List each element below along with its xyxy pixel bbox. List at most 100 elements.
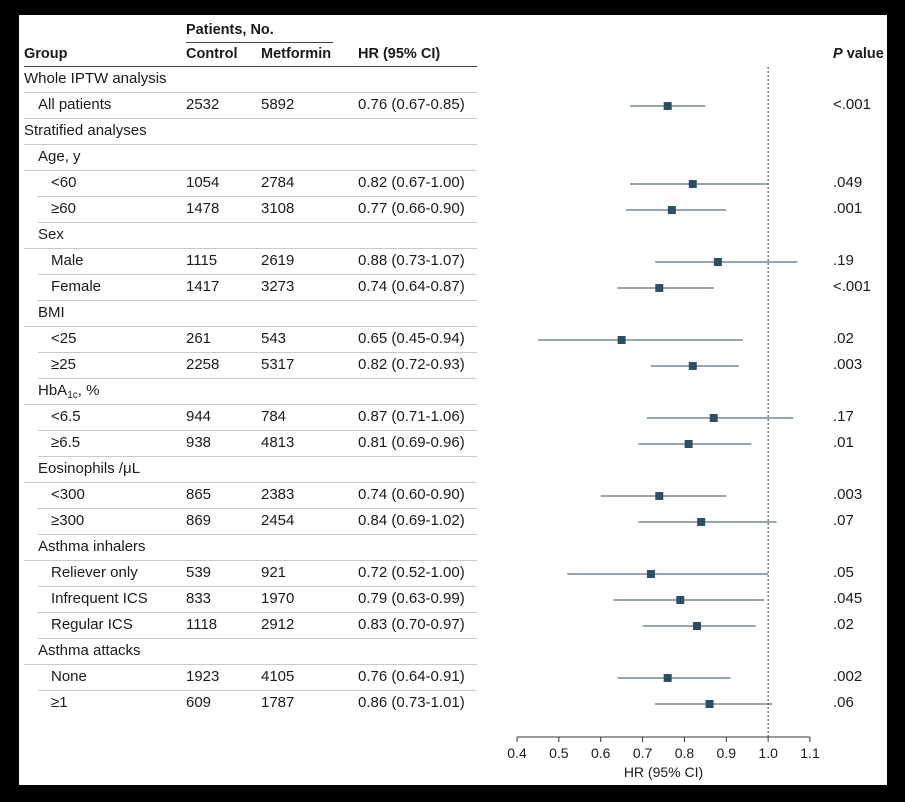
- row-divider: [24, 118, 477, 119]
- hr-point-marker: [688, 180, 697, 188]
- row-divider: [38, 352, 477, 353]
- hr-point-marker: [646, 570, 655, 578]
- row-divider: [24, 248, 477, 249]
- metformin-count: 543: [261, 330, 287, 347]
- group-label: ≥25: [51, 356, 76, 373]
- p-value: <.001: [833, 278, 871, 295]
- metformin-count: 1970: [261, 590, 295, 607]
- p-value: .02: [833, 330, 854, 347]
- hr-ci-value: 0.86 (0.73-1.01): [358, 694, 465, 711]
- metformin-count: 3273: [261, 278, 295, 295]
- x-tick-label: 0.6: [591, 745, 611, 761]
- p-value: .049: [833, 174, 863, 191]
- control-count: 1115: [186, 252, 218, 269]
- p-value: .001: [833, 200, 863, 217]
- hr-ci-value: 0.79 (0.63-0.99): [358, 590, 465, 607]
- row-divider: [38, 690, 477, 691]
- row-divider: [38, 508, 477, 509]
- row-divider: [24, 326, 477, 327]
- subsection-label: Sex: [38, 226, 64, 243]
- p-value: .01: [833, 434, 854, 451]
- control-count: 1054: [186, 174, 220, 191]
- group-label: None: [51, 668, 87, 685]
- row-divider: [38, 300, 477, 301]
- row-divider: [24, 170, 477, 171]
- patients-header-rule: [186, 42, 333, 43]
- forest-plot: 0.4 0.5 0.6 0.7 0.8 0.9 1.0 1.1 HR (95% CI): [507, 67, 820, 780]
- p-value: .003: [833, 486, 863, 503]
- p-value: .02: [833, 616, 854, 633]
- p-value: .045: [833, 590, 863, 607]
- x-tick-label: 1.1: [800, 745, 820, 761]
- hr-column-header: HR (95% CI): [358, 46, 441, 62]
- row-divider: [38, 456, 477, 457]
- metformin-column-header: Metformin: [261, 46, 332, 62]
- hr-ci-value: 0.83 (0.70-0.97): [358, 616, 465, 633]
- control-count: 865: [186, 486, 212, 503]
- forest-plot-figure: Patients, No. Group Control Metformin HR…: [19, 15, 887, 785]
- hr-ci-value: 0.76 (0.67-0.85): [358, 96, 465, 113]
- subsection-label: Eosinophils /μL: [38, 460, 141, 477]
- metformin-count: 921: [261, 564, 287, 581]
- control-count: 938: [186, 434, 212, 451]
- x-tick-label: 0.4: [507, 745, 527, 761]
- header-rule: [24, 66, 477, 67]
- row-divider: [38, 638, 477, 639]
- hr-ci-value: 0.74 (0.60-0.90): [358, 486, 465, 503]
- hr-ci-value: 0.65 (0.45-0.94): [358, 330, 465, 347]
- control-count: 539: [186, 564, 212, 581]
- section-label: Stratified analyses: [24, 122, 147, 139]
- p-value: <.001: [833, 96, 871, 113]
- control-count: 2258: [186, 356, 220, 373]
- hr-point-marker: [713, 258, 722, 266]
- metformin-count: 2454: [261, 512, 295, 529]
- hr-ci-value: 0.87 (0.71-1.06): [358, 408, 465, 425]
- control-count: 833: [186, 590, 212, 607]
- section-label: Whole IPTW analysis: [24, 70, 167, 87]
- control-count: 869: [186, 512, 212, 529]
- row-divider: [24, 560, 477, 561]
- row-divider: [38, 196, 477, 197]
- subsection-label: Asthma attacks: [38, 642, 141, 659]
- metformin-count: 2912: [261, 616, 295, 633]
- hr-point-marker: [663, 674, 672, 682]
- group-label: <25: [51, 330, 77, 347]
- p-value: .05: [833, 564, 854, 581]
- metformin-count: 4813: [261, 434, 295, 451]
- p-value: .003: [833, 356, 863, 373]
- group-label: <6.5: [51, 408, 81, 425]
- metformin-count: 2383: [261, 486, 295, 503]
- hr-ci-value: 0.77 (0.66-0.90): [358, 200, 465, 217]
- control-count: 1478: [186, 200, 220, 217]
- group-label: Infrequent ICS: [51, 590, 148, 607]
- hr-point-marker: [617, 336, 626, 344]
- hr-point-marker: [688, 362, 697, 370]
- row-divider: [38, 612, 477, 613]
- x-tick-label: 0.7: [633, 745, 653, 761]
- hr-ci-value: 0.74 (0.64-0.87): [358, 278, 465, 295]
- group-label: ≥6.5: [51, 434, 81, 451]
- group-column-header: Group: [24, 46, 68, 62]
- p-value-column-header: P value: [833, 46, 884, 62]
- row-divider: [24, 92, 477, 93]
- hr-point-marker: [692, 622, 701, 630]
- control-column-header: Control: [186, 46, 238, 62]
- hr-ci-value: 0.81 (0.69-0.96): [358, 434, 465, 451]
- control-count: 1417: [186, 278, 220, 295]
- x-tick-label: 0.8: [675, 745, 695, 761]
- row-divider: [38, 274, 477, 275]
- control-count: 2532: [186, 96, 220, 113]
- hr-point-marker: [684, 440, 693, 448]
- metformin-count: 784: [261, 408, 287, 425]
- hr-point-marker: [655, 492, 664, 500]
- x-tick-label: 0.9: [717, 745, 737, 761]
- row-divider: [24, 404, 477, 405]
- group-label: All patients: [38, 96, 112, 113]
- metformin-count: 5317: [261, 356, 295, 373]
- group-label: Regular ICS: [51, 616, 133, 633]
- p-value: .19: [833, 252, 854, 269]
- p-value: .002: [833, 668, 863, 685]
- p-value: .17: [833, 408, 854, 425]
- hr-ci-value: 0.82 (0.67-1.00): [358, 174, 465, 191]
- hr-point-marker: [676, 596, 685, 604]
